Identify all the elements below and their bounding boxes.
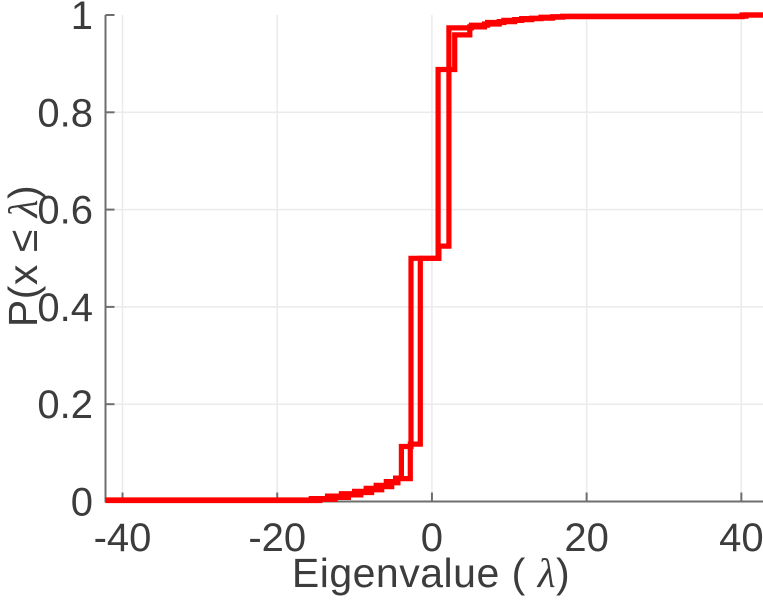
y-tick-label: 0 — [71, 481, 93, 525]
y-axis-label-text: P(x ≤ — [0, 217, 46, 328]
x-tick-label: -40 — [94, 516, 152, 560]
lambda-symbol: λ — [0, 199, 46, 218]
x-tick-label: 40 — [719, 516, 763, 560]
x-tick-label: 20 — [564, 516, 609, 560]
lambda-symbol: λ — [537, 550, 556, 596]
cdf-curve-2 — [105, 12, 763, 504]
x-tick-label: -20 — [248, 516, 306, 560]
x-axis-label-text: Eigenvalue ( — [291, 550, 538, 596]
x-axis-label: Eigenvalue ( λ) — [292, 549, 570, 597]
y-tick-label: 0.6 — [37, 189, 93, 233]
y-axis-label: P(x ≤ λ) — [0, 185, 47, 327]
y-axis-label-close: ) — [0, 184, 46, 200]
x-axis-label-close: ) — [555, 550, 571, 596]
y-tick-label: 0.2 — [37, 383, 93, 427]
y-tick-label: 0.8 — [37, 91, 93, 135]
y-tick-label: 1 — [71, 0, 93, 38]
x-tick-label: 0 — [421, 516, 443, 560]
y-tick-label: 0.4 — [37, 286, 93, 330]
